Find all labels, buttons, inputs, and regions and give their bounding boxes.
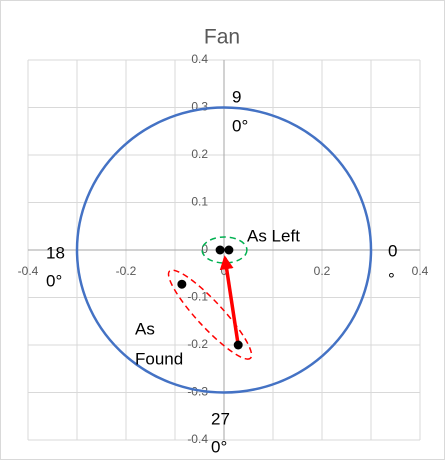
annotation: 9 <box>232 87 241 106</box>
point <box>177 279 187 289</box>
y-tick-label: 0.2 <box>191 147 208 161</box>
x-tick-label: -0.2 <box>116 264 137 278</box>
y-tick-label: -0.1 <box>187 290 208 304</box>
y-tick-label: 0 <box>201 242 208 256</box>
annotation: 0° <box>46 271 62 290</box>
point <box>233 340 243 350</box>
annotation: ° <box>388 269 395 288</box>
y-tick-label: 0.4 <box>191 52 208 66</box>
annotation: 18 <box>46 243 65 262</box>
x-tick-label: 0 <box>221 264 228 278</box>
arrow <box>219 255 240 346</box>
chart-title: Fan <box>204 26 240 49</box>
x-tick-label: 0.4 <box>412 264 429 278</box>
point <box>224 245 234 255</box>
y-tick-label: 0.1 <box>191 195 208 209</box>
x-tick-label: -0.4 <box>18 264 39 278</box>
annotation: As <box>135 319 155 338</box>
annotation: 0° <box>232 116 248 135</box>
annotation: As Left <box>247 226 300 245</box>
enclosure <box>167 269 253 360</box>
annotation: 27 <box>211 409 230 428</box>
point <box>215 245 225 255</box>
annotation: Found <box>135 349 183 368</box>
x-tick-label: 0.2 <box>314 264 331 278</box>
y-tick-label: -0.4 <box>187 432 208 446</box>
annotation: 0° <box>211 437 227 456</box>
enclosure <box>201 236 248 264</box>
reference-circle <box>75 106 373 394</box>
annotation: 0 <box>388 241 397 260</box>
y-tick-label: -0.2 <box>187 337 208 351</box>
